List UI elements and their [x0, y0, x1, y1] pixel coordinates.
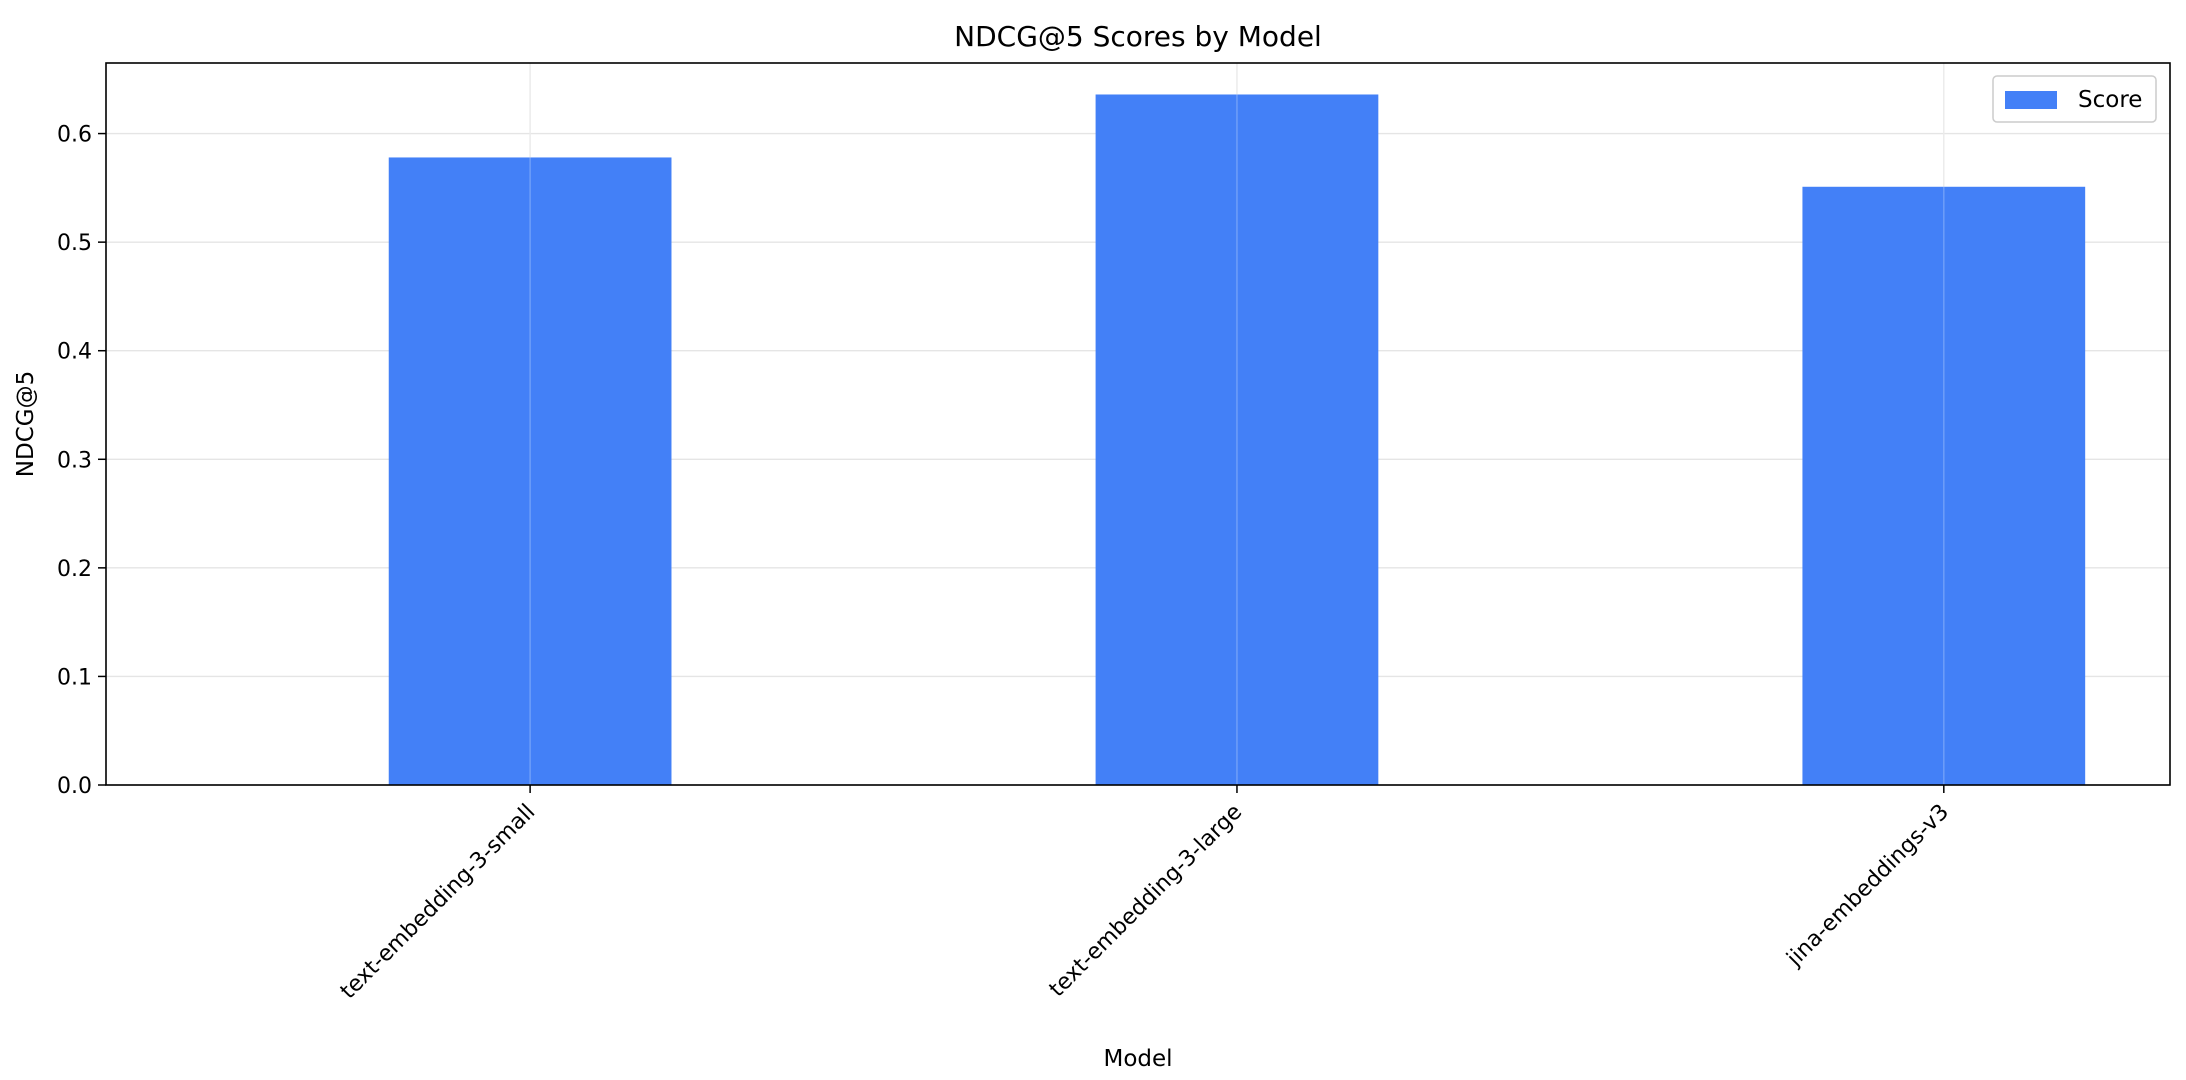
x-axis-label: Model — [1103, 1046, 1172, 1072]
legend-box — [1992, 75, 2157, 123]
chart-title: NDCG@5 Scores by Model — [954, 20, 1322, 53]
legend: Score — [1992, 75, 2157, 123]
y-tick-label: 0.4 — [57, 340, 92, 365]
y-tick-label: 0.0 — [57, 774, 92, 799]
bar-text-embedding-3-small — [388, 157, 672, 785]
y-tick-label: 0.2 — [57, 557, 92, 582]
y-tick-label: 0.6 — [57, 123, 92, 148]
plot-frame — [105, 62, 2171, 786]
y-tick-label: 0.5 — [57, 231, 92, 256]
bar-jina-embeddings-v3 — [1802, 186, 2086, 785]
legend-label: Score — [2078, 87, 2142, 113]
bar-series — [388, 63, 2086, 785]
y-axis-ticks: 0.0 0.1 0.2 0.3 0.4 0.5 0.6 — [57, 123, 106, 799]
axes — [105, 62, 2171, 786]
y-tick-label: 0.3 — [57, 448, 92, 473]
y-axis-label: NDCG@5 — [13, 371, 39, 477]
y-tick-label: 0.1 — [57, 665, 92, 690]
bar-text-embedding-3-large — [1095, 94, 1379, 785]
legend-swatch — [2005, 91, 2057, 109]
